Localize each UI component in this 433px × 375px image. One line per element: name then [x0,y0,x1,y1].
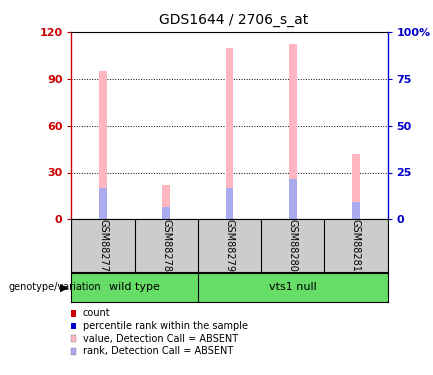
Bar [352,202,360,219]
Text: percentile rank within the sample: percentile rank within the sample [83,321,248,331]
Bar [352,154,360,219]
Text: value, Detection Call = ABSENT: value, Detection Call = ABSENT [83,334,238,344]
Bar [226,48,233,219]
Bar [99,188,107,219]
Text: wild type: wild type [109,282,160,292]
Text: GSM88281: GSM88281 [351,219,361,272]
Text: GSM88277: GSM88277 [98,219,108,272]
Text: GSM88279: GSM88279 [224,219,235,272]
Bar [289,44,297,219]
Text: GSM88280: GSM88280 [288,219,298,272]
Text: GDS1644 / 2706_s_at: GDS1644 / 2706_s_at [159,13,308,27]
Text: count: count [83,308,110,318]
Text: vts1 null: vts1 null [269,282,317,292]
Text: genotype/variation: genotype/variation [9,282,101,292]
Text: ▶: ▶ [59,282,68,292]
Text: rank, Detection Call = ABSENT: rank, Detection Call = ABSENT [83,346,233,356]
Bar [99,71,107,219]
Bar [289,179,297,219]
Bar [162,185,170,219]
Bar [162,207,170,219]
Bar [226,188,233,219]
Text: GSM88278: GSM88278 [161,219,171,272]
